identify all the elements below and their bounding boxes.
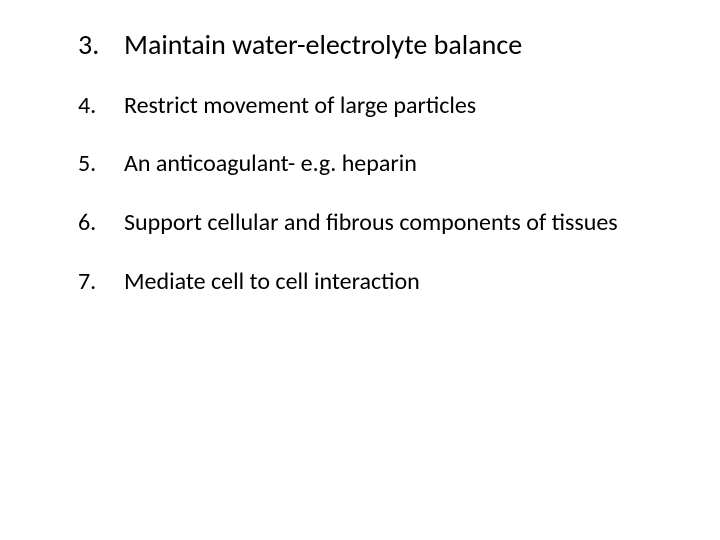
list-item: 7. Mediate cell to cell interaction <box>78 268 680 297</box>
list-item-text: Restrict movement of large particles <box>124 92 476 121</box>
list-item-number: 7. <box>78 268 124 297</box>
list-item: 4. Restrict movement of large particles <box>78 92 680 121</box>
numbered-list: 3. Maintain water-electrolyte balance 4.… <box>78 28 680 297</box>
list-item-number: 6. <box>78 209 124 238</box>
list-item-number: 4. <box>78 92 124 121</box>
list-item-text: An anticoagulant- e.g. heparin <box>124 150 417 179</box>
list-item-text: Support cellular and fibrous components … <box>124 209 618 238</box>
slide: 3. Maintain water-electrolyte balance 4.… <box>0 0 720 540</box>
list-item: 6. Support cellular and fibrous componen… <box>78 209 680 238</box>
list-item-text: Mediate cell to cell interaction <box>124 268 420 297</box>
list-item: 3. Maintain water-electrolyte balance <box>78 28 680 62</box>
list-item-number: 5. <box>78 150 124 179</box>
list-item-number: 3. <box>78 28 124 62</box>
list-item-text: Maintain water-electrolyte balance <box>124 28 522 62</box>
list-item: 5. An anticoagulant- e.g. heparin <box>78 150 680 179</box>
